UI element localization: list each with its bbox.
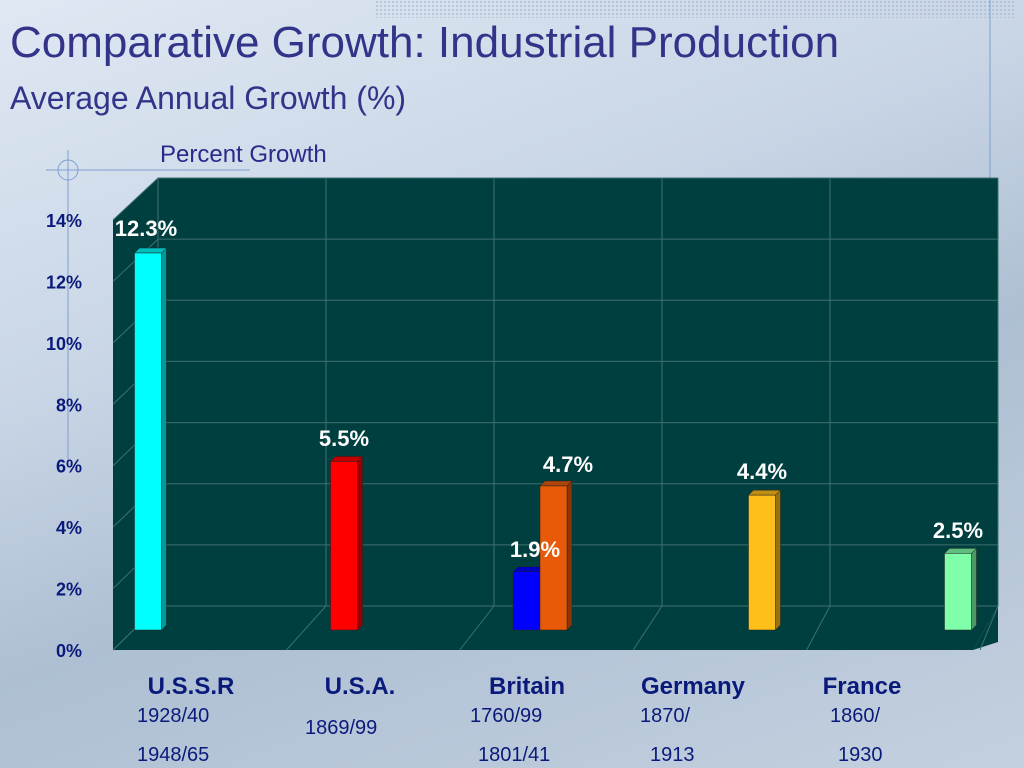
data-label: 1.9%	[510, 537, 560, 562]
bar-side	[971, 547, 977, 631]
bar	[944, 553, 972, 631]
bar-side	[775, 489, 781, 631]
bar-top	[943, 548, 978, 554]
page-title: Comparative Growth: Industrial Productio…	[10, 18, 840, 67]
y-tick-label: 4%	[56, 518, 82, 538]
gridline-side	[112, 177, 159, 221]
x-category-label: U.S.A.	[324, 673, 396, 700]
bar	[539, 485, 568, 631]
bar	[748, 494, 776, 631]
gridline-floor	[459, 605, 495, 651]
data-label: 4.7%	[543, 452, 593, 477]
plot-floor-edge	[973, 606, 998, 650]
bar	[330, 461, 358, 631]
bar	[512, 571, 541, 631]
gridline-floor	[632, 605, 663, 651]
plot-back-wall	[158, 178, 998, 606]
y-tick-label: 14%	[46, 211, 82, 231]
period-label: 1760/99	[470, 705, 543, 727]
period-label: 1801/41	[478, 744, 551, 766]
bar-top	[747, 489, 782, 496]
period-label: 1948/65	[137, 744, 210, 766]
y-tick-label: 6%	[56, 457, 82, 477]
period-label: 1928/40	[137, 705, 210, 727]
bar-side	[161, 247, 167, 631]
page-subtitle: Average Annual Growth (%)	[10, 80, 407, 116]
bar	[134, 252, 162, 631]
x-category-label: Germany	[640, 673, 746, 700]
data-label: 4.4%	[737, 459, 787, 484]
bar-side	[566, 480, 573, 631]
bar-top	[329, 456, 364, 462]
y-tick-label: 2%	[56, 580, 82, 600]
bar-top	[133, 247, 168, 254]
data-label: 12.3%	[115, 216, 177, 241]
period-label: 1930	[838, 744, 883, 766]
gridline-floor	[806, 605, 831, 651]
y-tick-label: 12%	[46, 272, 82, 292]
y-axis-label: Percent Growth	[160, 141, 327, 168]
y-tick-label: 8%	[56, 395, 82, 415]
bar-top	[539, 480, 573, 487]
data-label: 5.5%	[319, 426, 369, 451]
x-category-label: France	[822, 673, 902, 700]
y-tick-label: 0%	[56, 641, 82, 661]
bar-side	[357, 455, 363, 631]
period-label: 1870/	[640, 705, 691, 727]
x-category-label: U.S.S.R	[147, 673, 235, 700]
gridline-floor	[286, 605, 327, 651]
period-label: 1913	[650, 744, 695, 766]
x-category-label: Britain	[488, 673, 566, 700]
period-label: 1869/99	[305, 717, 378, 739]
decorative-pattern	[375, 0, 1015, 18]
period-label: 1860/	[830, 705, 881, 727]
y-tick-label: 10%	[46, 334, 82, 354]
data-label: 2.5%	[933, 518, 983, 543]
gridline-floor	[979, 605, 999, 651]
